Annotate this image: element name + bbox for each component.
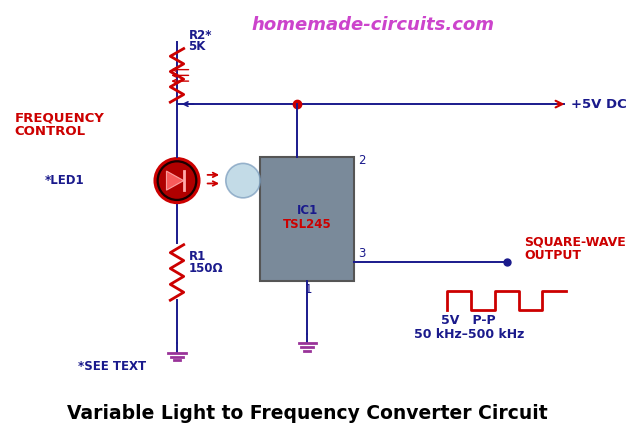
Text: OUTPUT: OUTPUT — [525, 249, 581, 262]
Text: 1: 1 — [304, 283, 312, 296]
Text: R2*: R2* — [189, 29, 212, 42]
Text: +5V DC: +5V DC — [571, 98, 627, 111]
Text: 2: 2 — [358, 154, 365, 167]
Text: 150Ω: 150Ω — [189, 262, 223, 276]
Polygon shape — [166, 171, 184, 190]
Text: IC1: IC1 — [297, 204, 318, 217]
Text: Variable Light to Frequency Converter Circuit: Variable Light to Frequency Converter Ci… — [67, 405, 548, 423]
Text: R1: R1 — [189, 250, 205, 263]
Text: *LED1: *LED1 — [44, 174, 84, 187]
Text: 5K: 5K — [189, 41, 206, 54]
Text: SQUARE-WAVE: SQUARE-WAVE — [525, 236, 626, 249]
Circle shape — [159, 163, 195, 199]
Text: *SEE TEXT: *SEE TEXT — [78, 360, 146, 373]
Text: CONTROL: CONTROL — [14, 125, 85, 138]
Text: 50 kHz–500 kHz: 50 kHz–500 kHz — [413, 328, 524, 341]
Text: FREQUENCY: FREQUENCY — [14, 112, 104, 125]
Text: 5V   P-P: 5V P-P — [442, 314, 496, 327]
Bar — [260, 157, 354, 281]
Circle shape — [155, 159, 199, 203]
Text: 3: 3 — [358, 247, 365, 260]
Text: homemade-circuits.com: homemade-circuits.com — [252, 16, 494, 34]
Text: TSL245: TSL245 — [282, 218, 331, 232]
Circle shape — [226, 164, 260, 198]
